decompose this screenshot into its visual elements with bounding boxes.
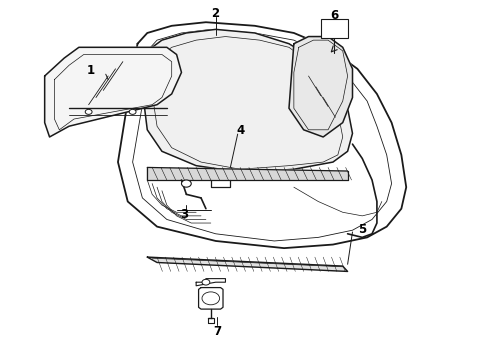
Text: 2: 2 <box>212 7 220 20</box>
Circle shape <box>129 109 136 114</box>
Text: 1: 1 <box>87 64 95 77</box>
Polygon shape <box>143 30 352 173</box>
Polygon shape <box>198 288 223 309</box>
Text: 5: 5 <box>358 223 367 236</box>
Polygon shape <box>196 279 225 286</box>
Circle shape <box>202 279 210 285</box>
Polygon shape <box>289 37 352 137</box>
Polygon shape <box>118 22 406 248</box>
Polygon shape <box>147 257 347 271</box>
Text: 3: 3 <box>180 208 188 221</box>
Circle shape <box>85 109 92 114</box>
Polygon shape <box>45 47 181 137</box>
Circle shape <box>202 292 220 305</box>
Bar <box>321 19 347 39</box>
Text: 4: 4 <box>236 124 244 137</box>
Text: 7: 7 <box>213 325 221 338</box>
Circle shape <box>181 180 191 187</box>
Polygon shape <box>147 167 347 180</box>
Text: 6: 6 <box>330 9 338 22</box>
